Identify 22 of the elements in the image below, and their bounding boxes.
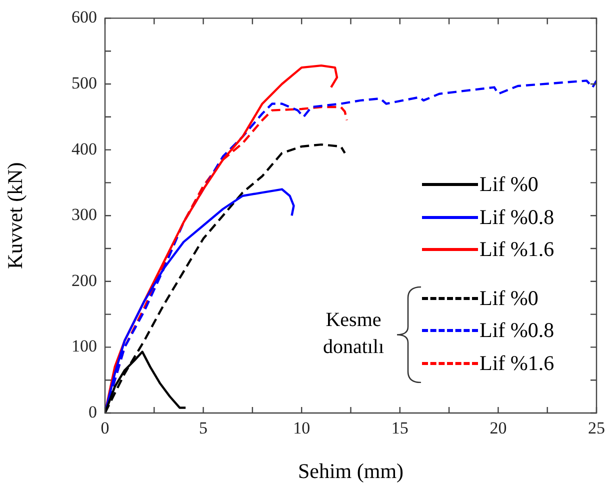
y-tick-label: 100 [72, 336, 97, 356]
x-tick-label: 10 [293, 418, 310, 438]
y-axis-title: Kuvvet (kN) [3, 162, 28, 269]
annotation: Kesme donatılı [322, 308, 386, 360]
y-tick-label: 600 [72, 8, 97, 27]
legend-label: Lif %1.6 [480, 237, 554, 262]
legend-label: Lif %0 [480, 172, 538, 197]
x-tick-label: 25 [588, 418, 605, 438]
y-tick-label: 500 [72, 73, 97, 92]
y-tick-label: 300 [72, 205, 97, 224]
x-tick-label: 15 [391, 418, 408, 438]
legend-label: Lif %1.6 [480, 350, 554, 376]
x-axis-title: Sehim (mm) [298, 458, 404, 483]
y-tick-label: 0 [88, 402, 97, 422]
y-tick-label: 400 [72, 139, 97, 158]
x-tick-label: 5 [199, 418, 208, 438]
legend-label: Lif %0.8 [480, 318, 554, 343]
y-tick-label: 200 [72, 270, 97, 290]
legend-label: Lif %0 [480, 286, 538, 310]
x-tick-label: 20 [490, 418, 507, 438]
legend-label: Lif %0.8 [480, 204, 554, 230]
x-tick-label: 0 [100, 418, 110, 438]
